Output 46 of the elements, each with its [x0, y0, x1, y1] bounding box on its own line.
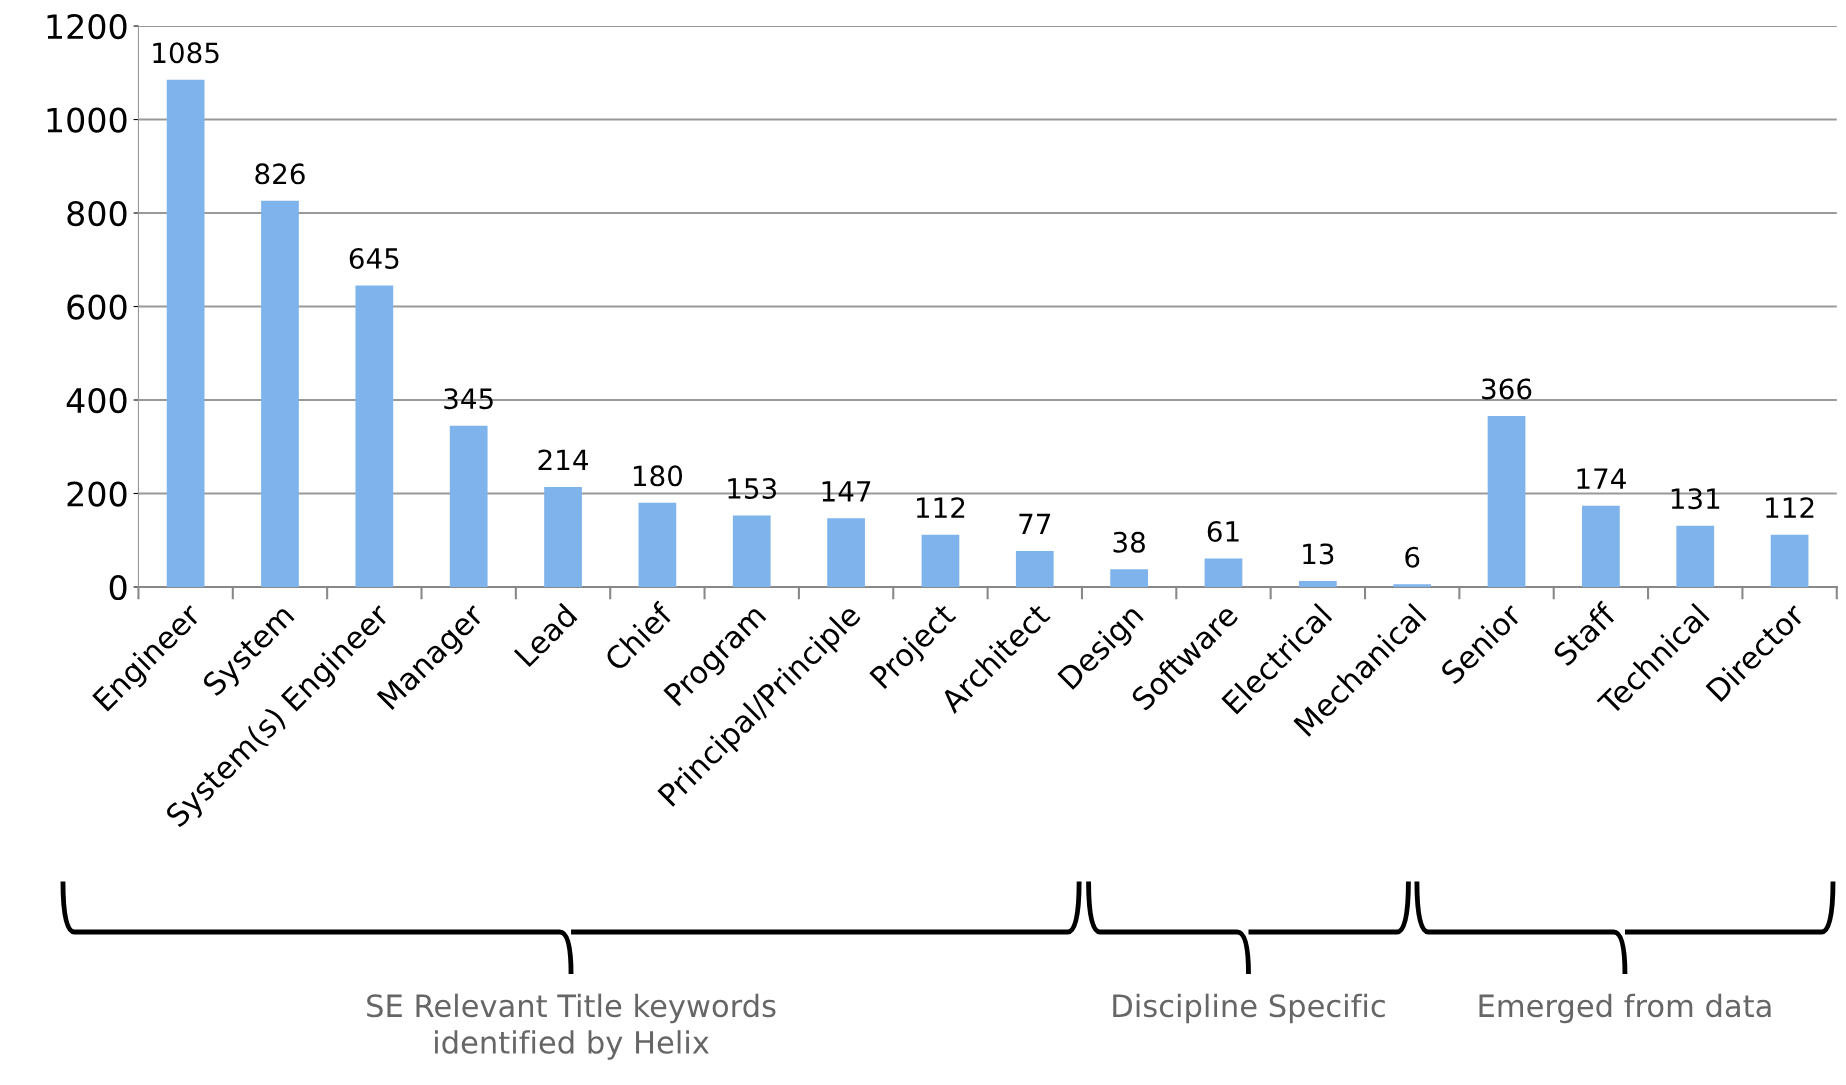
data-label: 112 [1766, 497, 1814, 518]
y-tick-label: 600 [67, 294, 127, 320]
y-tick-label: 1000 [47, 107, 127, 133]
bar [638, 502, 677, 587]
y-tick-label: 200 [67, 481, 127, 507]
data-label: 61 [1207, 520, 1239, 542]
data-label: 131 [1671, 488, 1720, 510]
bar [1204, 558, 1243, 587]
data-label: 180 [633, 465, 683, 487]
text: Emerged from data [1479, 993, 1771, 1024]
data-label: 77 [1019, 513, 1051, 535]
text: Discipline Specific [1113, 993, 1385, 1024]
data-label: 112 [916, 497, 965, 518]
bar [1582, 505, 1620, 587]
data-label: 6 [1405, 546, 1420, 568]
bar [1110, 569, 1149, 587]
data-label: 153 [728, 477, 777, 499]
text: SE Relevant Title keywords identified by Helix [367, 993, 776, 1060]
bar [166, 79, 205, 587]
data-label: 366 [1482, 378, 1532, 400]
bar [1487, 415, 1526, 587]
data-label: 214 [538, 449, 588, 471]
y-tick-label: 400 [66, 387, 127, 414]
bar [355, 285, 394, 587]
bar [449, 425, 488, 587]
bar [1298, 580, 1337, 587]
data-label: 1085 [153, 42, 219, 64]
y-tick-label: 1200 [47, 13, 127, 40]
data-label: 38 [1113, 531, 1145, 553]
data-label: 345 [444, 388, 493, 410]
bar [1676, 525, 1715, 587]
bar [827, 518, 865, 587]
data-label: 174 [1577, 468, 1626, 489]
bar [921, 534, 960, 587]
bar [732, 515, 771, 587]
bar [1015, 550, 1054, 587]
data-label: 147 [822, 481, 871, 502]
data-label: 645 [349, 247, 399, 269]
bar [261, 200, 299, 587]
bar [1393, 584, 1432, 587]
data-label: 826 [255, 163, 305, 185]
y-tick-label: 800 [67, 200, 127, 227]
bar [1770, 534, 1809, 587]
bar [544, 486, 582, 587]
data-label: 13 [1303, 543, 1334, 565]
y-tick-label: 0 [109, 574, 127, 601]
